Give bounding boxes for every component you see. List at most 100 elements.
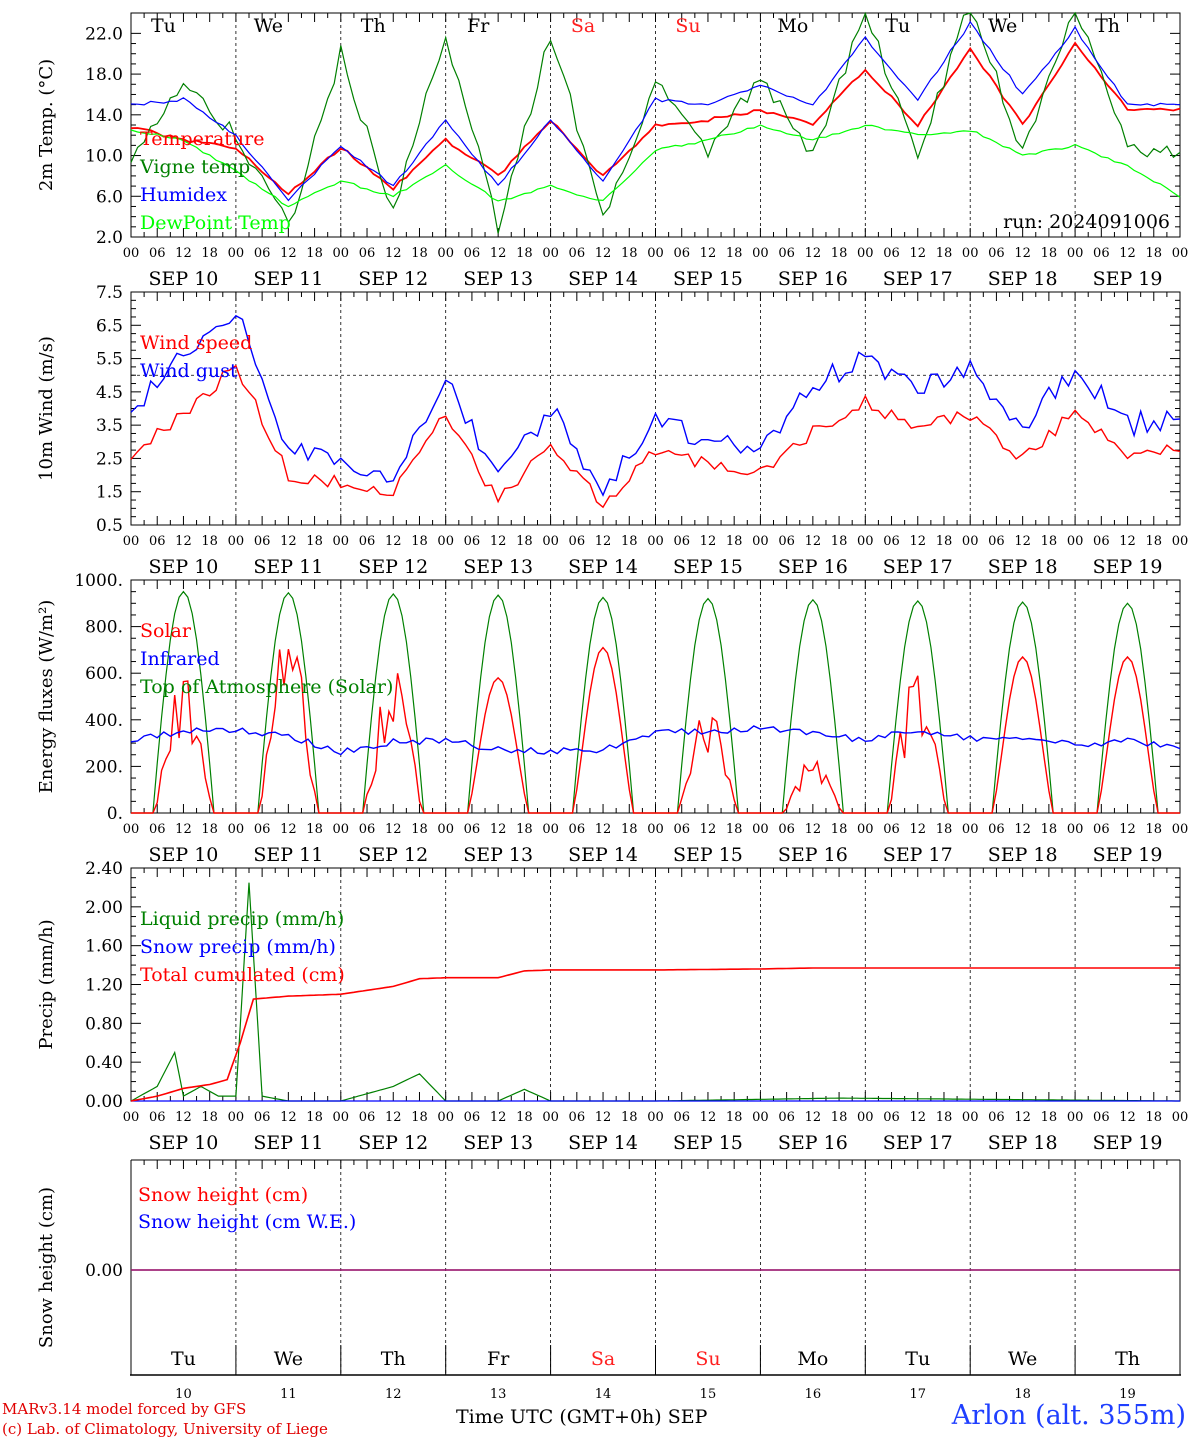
hour-label: 06 bbox=[988, 246, 1005, 261]
date-label: SEP 15 bbox=[673, 844, 743, 866]
hour-label: 18 bbox=[411, 822, 428, 837]
hour-label: 12 bbox=[1014, 246, 1031, 261]
date-label: SEP 18 bbox=[988, 1132, 1058, 1154]
legend-entry: Wind gust bbox=[140, 360, 238, 382]
date-label: SEP 11 bbox=[253, 268, 323, 290]
hour-label: 12 bbox=[175, 534, 192, 549]
hour-label: 00 bbox=[228, 534, 245, 549]
hour-label: 00 bbox=[962, 1110, 979, 1125]
series-humidex bbox=[130, 20, 1181, 202]
series-wind-speed bbox=[130, 364, 1181, 509]
hour-label: 00 bbox=[437, 534, 454, 549]
hour-label: 00 bbox=[857, 246, 874, 261]
date-label: SEP 11 bbox=[253, 844, 323, 866]
date-label: SEP 19 bbox=[1093, 556, 1163, 578]
hour-label: 06 bbox=[1093, 822, 1110, 837]
legend-entry: Infrared bbox=[140, 648, 220, 670]
y-tick-label: 2.40 bbox=[85, 859, 123, 879]
hour-label: 18 bbox=[831, 534, 848, 549]
hour-label: 06 bbox=[778, 822, 795, 837]
hour-label: 00 bbox=[228, 822, 245, 837]
day-name: Tu bbox=[885, 15, 910, 37]
hour-label: 00 bbox=[1172, 1110, 1189, 1125]
hour-label: 06 bbox=[359, 246, 376, 261]
hour-label: 18 bbox=[726, 534, 743, 549]
hour-label: 18 bbox=[306, 1110, 323, 1125]
hour-label: 06 bbox=[569, 1110, 586, 1125]
day-name: Tu bbox=[171, 1348, 196, 1370]
legend-entry: Vigne temp bbox=[139, 156, 250, 178]
date-label: SEP 11 bbox=[253, 556, 323, 578]
hour-label: 18 bbox=[516, 1110, 533, 1125]
hour-label: 00 bbox=[542, 822, 559, 837]
date-label: SEP 10 bbox=[149, 556, 219, 578]
hour-label: 06 bbox=[149, 1110, 166, 1125]
day-name: Mo bbox=[797, 1348, 828, 1370]
hour-label: 00 bbox=[1172, 246, 1189, 261]
hour-label: 12 bbox=[175, 1110, 192, 1125]
hour-label: 06 bbox=[464, 1110, 481, 1125]
hour-label: 18 bbox=[201, 822, 218, 837]
y-tick-label: 6.5 bbox=[96, 316, 123, 336]
hour-label: 12 bbox=[700, 1110, 717, 1125]
hour-label: 00 bbox=[123, 534, 140, 549]
hour-label: 18 bbox=[621, 534, 638, 549]
y-tick-label: 400. bbox=[85, 711, 123, 731]
series-wind-gust bbox=[130, 314, 1181, 497]
hour-label: 00 bbox=[123, 246, 140, 261]
hour-label: 00 bbox=[857, 822, 874, 837]
y-tick-label: 4.5 bbox=[96, 383, 123, 403]
date-label: SEP 12 bbox=[358, 268, 428, 290]
hour-label: 12 bbox=[700, 246, 717, 261]
hour-label: 06 bbox=[673, 822, 690, 837]
y-tick-label: 0.40 bbox=[85, 1053, 123, 1073]
hour-label: 00 bbox=[1067, 1110, 1084, 1125]
hour-label: 18 bbox=[306, 534, 323, 549]
date-label: SEP 16 bbox=[778, 844, 848, 866]
hour-label: 12 bbox=[805, 1110, 822, 1125]
legend-entry: Top of Atmosphere (Solar) bbox=[140, 676, 393, 698]
hour-label: 12 bbox=[909, 822, 926, 837]
day-name: We bbox=[988, 15, 1017, 37]
hour-label: 18 bbox=[201, 246, 218, 261]
legend-entry: Total cumulated (cm) bbox=[140, 964, 345, 986]
date-label: SEP 14 bbox=[568, 556, 638, 578]
date-label: SEP 18 bbox=[988, 844, 1058, 866]
date-label: SEP 10 bbox=[149, 268, 219, 290]
y-axis-label: 10m Wind (m/s) bbox=[36, 336, 57, 481]
hour-label: 12 bbox=[385, 822, 402, 837]
day-name: Su bbox=[695, 1348, 720, 1370]
date-label: SEP 10 bbox=[149, 844, 219, 866]
date-label: SEP 11 bbox=[253, 1132, 323, 1154]
y-tick-label: 2.0 bbox=[96, 228, 123, 248]
credit-model: MARv3.14 model forced by GFS bbox=[2, 1400, 247, 1418]
run-label: run: 2024091006 bbox=[1003, 211, 1170, 233]
hour-label: 12 bbox=[280, 1110, 297, 1125]
day-number: 15 bbox=[700, 1387, 717, 1400]
legend-entry: DewPoint Temp bbox=[140, 212, 291, 234]
series-temperature bbox=[130, 41, 1181, 196]
hour-label: 00 bbox=[1067, 534, 1084, 549]
hour-label: 00 bbox=[437, 246, 454, 261]
hour-label: 12 bbox=[1119, 822, 1136, 837]
y-tick-label: 18.0 bbox=[85, 65, 123, 85]
hour-label: 12 bbox=[385, 534, 402, 549]
hour-label: 06 bbox=[359, 822, 376, 837]
date-label: SEP 13 bbox=[463, 556, 533, 578]
hour-label: 18 bbox=[936, 246, 953, 261]
hour-label: 18 bbox=[831, 822, 848, 837]
hour-label: 06 bbox=[1093, 1110, 1110, 1125]
date-label: SEP 13 bbox=[463, 268, 533, 290]
legend-entry: Snow height (cm) bbox=[138, 1184, 308, 1206]
hour-label: 06 bbox=[778, 1110, 795, 1125]
hour-label: 12 bbox=[805, 534, 822, 549]
hour-label: 18 bbox=[621, 822, 638, 837]
hour-label: 12 bbox=[909, 246, 926, 261]
day-name: Th bbox=[381, 1348, 406, 1370]
hour-label: 06 bbox=[673, 1110, 690, 1125]
y-axis-label: Snow height (cm) bbox=[36, 1187, 57, 1348]
hour-label: 18 bbox=[1041, 822, 1058, 837]
date-label: SEP 13 bbox=[463, 1132, 533, 1154]
date-label: SEP 19 bbox=[1093, 268, 1163, 290]
date-label: SEP 15 bbox=[673, 268, 743, 290]
